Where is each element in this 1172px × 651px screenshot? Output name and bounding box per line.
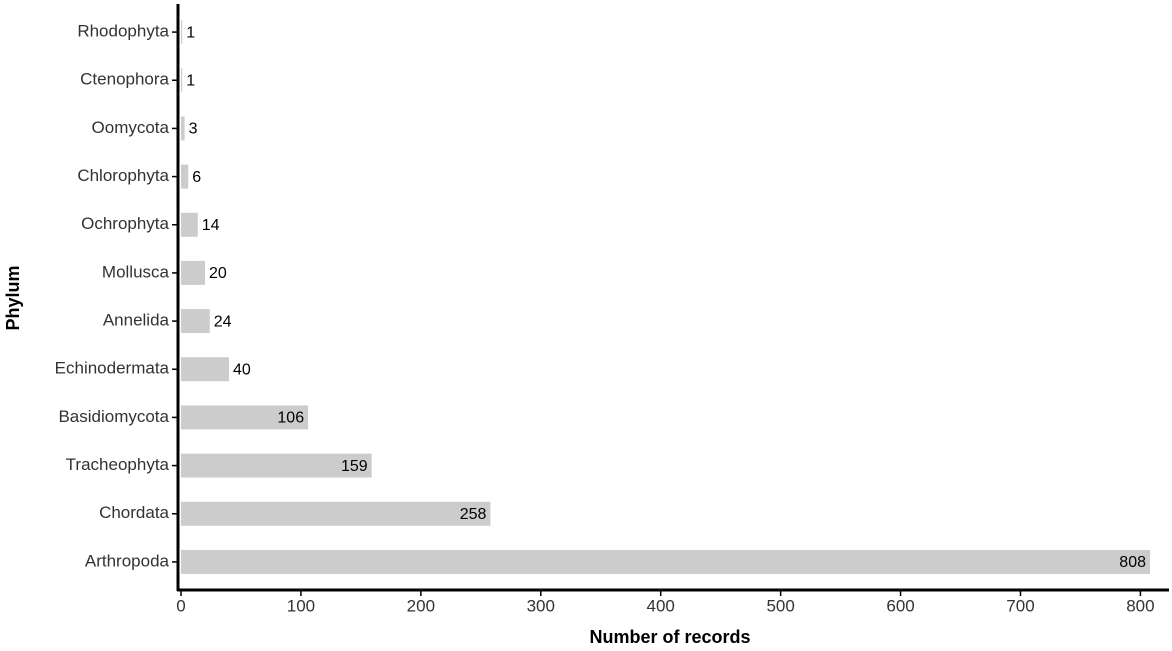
x-tick-label: 0 — [176, 596, 185, 615]
bar — [181, 453, 372, 478]
bar — [181, 116, 185, 141]
bar — [181, 549, 1151, 574]
value-label: 106 — [277, 410, 304, 427]
value-label: 159 — [341, 458, 368, 475]
y-tick-label: Basidiomycota — [58, 407, 169, 426]
bar — [181, 164, 189, 189]
value-label: 24 — [214, 313, 232, 330]
x-tick-label: 300 — [527, 596, 555, 615]
x-tick-label: 500 — [766, 596, 794, 615]
x-tick-label: 600 — [886, 596, 914, 615]
value-label: 40 — [233, 361, 251, 378]
bar — [181, 309, 210, 334]
value-label: 6 — [192, 169, 201, 186]
value-label: 808 — [1119, 554, 1146, 571]
y-tick-label: Ctenophora — [80, 70, 169, 89]
x-tick-label: 400 — [647, 596, 675, 615]
y-tick-label: Echinodermata — [55, 359, 170, 378]
y-tick-label: Tracheophyta — [66, 455, 170, 474]
x-tick-label: 200 — [407, 596, 435, 615]
x-tick-label: 800 — [1126, 596, 1154, 615]
x-tick-label: 700 — [1006, 596, 1034, 615]
bar — [181, 501, 491, 526]
y-tick-label: Rhodophyta — [77, 22, 169, 41]
bar — [181, 405, 309, 430]
x-tick-label: 100 — [287, 596, 315, 615]
value-label: 20 — [209, 265, 227, 282]
y-tick-label: Chordata — [99, 503, 169, 522]
value-label: 3 — [189, 121, 198, 138]
value-label: 14 — [202, 217, 220, 234]
y-tick-label: Annelida — [103, 311, 170, 330]
value-label: 258 — [460, 506, 487, 523]
y-tick-label: Mollusca — [102, 262, 170, 281]
bar — [181, 357, 229, 382]
y-axis-label: Phylum — [3, 265, 23, 330]
value-label: 1 — [186, 24, 195, 41]
x-axis-label: Number of records — [589, 627, 750, 647]
y-tick-label: Oomycota — [92, 118, 170, 137]
y-tick-label: Arthropoda — [85, 551, 170, 570]
value-label: 1 — [186, 72, 195, 89]
bar — [181, 68, 183, 93]
bar — [181, 20, 183, 45]
bar — [181, 260, 205, 285]
bar — [181, 212, 198, 237]
y-tick-label: Chlorophyta — [77, 166, 169, 185]
y-tick-label: Ochrophyta — [81, 214, 169, 233]
